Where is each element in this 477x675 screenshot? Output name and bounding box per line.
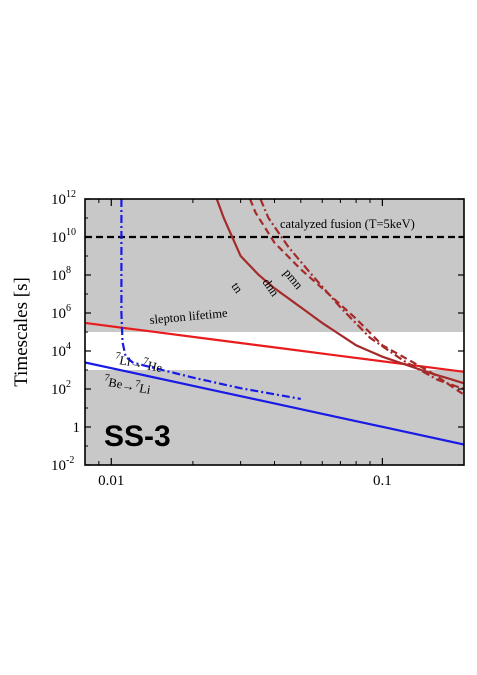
series-line-pmn: [259, 199, 464, 391]
y-tick-label: 10: [51, 306, 66, 322]
y-tick-exponent: 6: [66, 303, 71, 314]
plot-frame: [84, 198, 465, 466]
y-tick-exponent: 12: [66, 189, 76, 200]
y-tick-exponent: 2: [66, 379, 71, 390]
series-line-tn: [215, 199, 464, 385]
y-tick-exponent: 10: [66, 227, 76, 238]
y-tick-exponent: 4: [66, 341, 71, 352]
y-tick-exponent: 8: [66, 265, 71, 276]
series-line-7be-7li: [85, 361, 464, 446]
y-tick-label: 10: [51, 458, 66, 474]
panel-label: SS-3: [104, 420, 171, 453]
y-tick-label: 10: [51, 344, 66, 360]
series-line-7li-7he: [120, 199, 301, 401]
x-tick-label: 0.1: [373, 473, 392, 489]
be-li-label: 7Be→7Li: [102, 372, 152, 397]
y-tick-label: 10: [51, 268, 66, 284]
li-he-label: 7Li→7He: [113, 350, 164, 375]
y-tick-label: 10: [51, 230, 66, 246]
series-line-dnn: [249, 199, 464, 396]
y-tick-label: 10: [51, 192, 66, 208]
y-axis-label: Timescales [s]: [11, 277, 32, 387]
series-layer: [85, 199, 464, 446]
y-tick-exponent: -2: [66, 455, 74, 466]
catalyzed-fusion-label: catalyzed fusion (T=5keV): [280, 217, 415, 231]
x-tick-label: 0.01: [98, 473, 124, 489]
y-tick-label: 10: [51, 382, 66, 398]
y-tick-label: 1: [73, 420, 81, 436]
